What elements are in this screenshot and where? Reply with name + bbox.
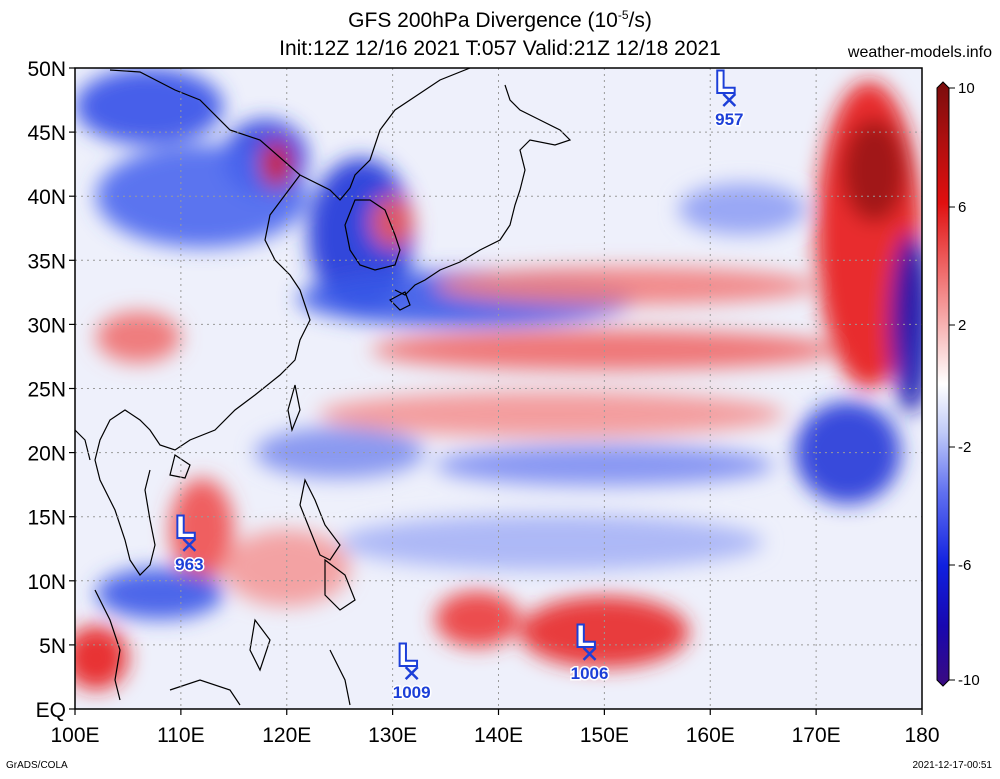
low-symbol: L [176,511,194,544]
colorbar-label: -2 [958,439,971,456]
title-exponent: -5 [617,8,629,22]
x-tick-label: 100E [50,724,99,747]
divergence-region [842,119,907,222]
low-center-cross [404,666,419,680]
divergence-region [794,401,901,504]
divergence-region [678,183,806,235]
y-tick-label: 35N [27,250,66,273]
divergence-region [318,391,785,438]
low-pressure-marker: L 957 [714,64,745,131]
colorbar-label: 10 [958,80,975,97]
footer-credit: GrADS/COLA [6,760,68,771]
chart-title-line2: Init:12Z 12/16 2021 T:057 Valid:21Z 12/1… [279,37,721,60]
low-center-cross [582,646,597,661]
chart-title-line1: GFS 200hPa Divergence (10-5/s) [348,8,652,32]
coastlines [75,68,572,706]
divergence-region [96,567,224,620]
divergence-region [96,311,181,363]
x-tick-label: 170E [792,724,841,747]
y-tick-label: 10N [27,571,66,594]
site-credit: weather-models.info [847,44,992,61]
colorbar-label: -10 [958,672,980,689]
divergence-region [434,266,817,306]
x-tick-label: 140E [474,724,523,747]
divergence-region [434,591,520,648]
divergence-region [260,141,293,188]
y-tick-label: 45N [27,122,66,145]
colorbar-bar [936,81,950,687]
y-tick-label: EQ [36,699,66,722]
y-tick-label: 30N [27,314,66,337]
y-tick-label: 40N [27,186,66,209]
colorbar-label: -6 [958,557,971,574]
low-pressure-value: 957 [715,110,743,129]
divergence-region [890,234,922,415]
x-tick-label: 110E [157,724,205,747]
divergence-region [339,514,764,571]
low-pressure-marker: L 1009 [391,637,432,704]
x-tick-label: 120E [262,724,311,747]
y-tick-label: 5N [39,635,66,658]
x-tick-label: 160E [686,724,735,747]
map-grid [75,68,922,709]
y-tick-label: 25N [27,379,66,402]
x-tick-label: 150E [580,724,629,747]
y-tick-label: 15N [27,507,66,530]
y-tick-label: 50N [27,58,66,81]
footer-timestamp: 2021-12-17-00:51 [912,760,992,771]
low-symbol: L [577,620,595,653]
low-pressure-marker: L 1006 [569,618,610,685]
x-tick-label: 130E [368,724,417,747]
low-pressure-value: 1006 [571,664,609,683]
field-layer [75,68,922,709]
low-center-cross [722,93,737,107]
divergence-region [371,196,414,248]
divergence-region [75,68,224,145]
y-tick-label: 20N [27,443,66,466]
colorbar: 10 6 2 -2 -6 -10 [936,80,980,689]
axis-ticks: 100E 110E 120E 130E 140E 150E 160E 170E 180 EQ 5N 1… [27,58,939,747]
divergence-region [170,478,234,581]
low-pressure-value: 963 [175,555,203,574]
x-tick-label: 180 [904,724,939,747]
low-center-cross [182,538,197,552]
low-symbol: L [716,66,734,99]
low-symbol: L [399,639,417,672]
pressure-lows: L 957 L 963 L 1009 L 1006 [174,64,745,704]
divergence-region [75,625,128,690]
low-pressure-value: 1009 [393,683,431,702]
colorbar-label: 2 [958,317,966,334]
low-pressure-marker: L 963 [174,509,205,576]
colorbar-label: 6 [958,199,966,216]
